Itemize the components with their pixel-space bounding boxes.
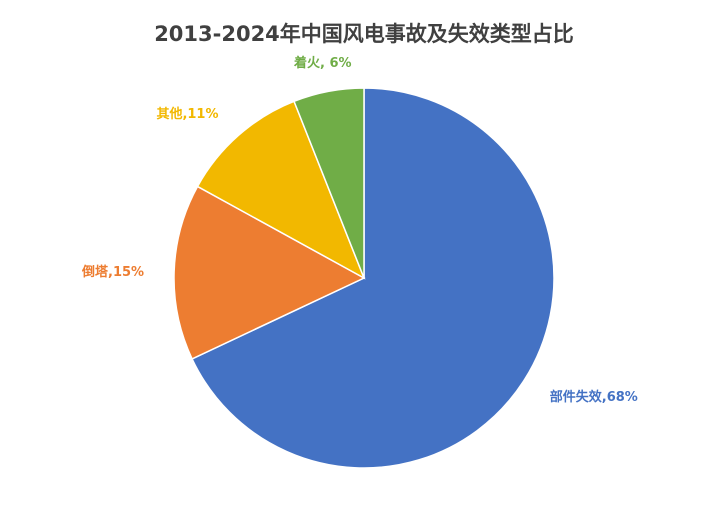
chart-title: 2013-2024年中国风电事故及失效类型占比 — [154, 22, 574, 46]
pie-slice-2 — [173, 185, 366, 360]
pie-slice-label-4: 着火, 6% — [293, 55, 352, 71]
pie-slices — [173, 87, 555, 469]
pie-slice-label-3: 其他,11% — [156, 106, 218, 122]
pie-slice-label-2: 倒塔,15% — [81, 264, 144, 280]
pie-slice-1 — [191, 87, 555, 469]
pie-slice-3 — [196, 100, 366, 280]
pie-slice-4 — [293, 87, 365, 279]
pie-labels: 部件失效,68% 倒塔,15% 其他,11% 着火, 6% — [81, 55, 638, 405]
pie-slice-label-1: 部件失效,68% — [550, 389, 638, 405]
